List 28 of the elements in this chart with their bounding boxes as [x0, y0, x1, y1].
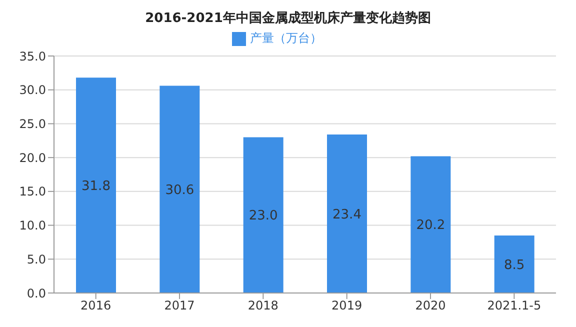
x-tick-label: 2016	[80, 298, 112, 313]
y-tick-label: 0.0	[26, 286, 46, 300]
bar	[76, 78, 116, 293]
data-label: 23.0	[248, 208, 278, 224]
data-label: 30.6	[165, 183, 194, 198]
y-tick-label: 20.0	[19, 150, 46, 165]
y-tick-label: 5.0	[26, 252, 46, 266]
legend-label: 产量（万台）	[250, 31, 322, 45]
data-label: 20.2	[416, 218, 446, 234]
x-tick-label: 2021.1-5	[487, 298, 542, 313]
bar	[243, 137, 284, 293]
data-label: 23.4	[332, 207, 362, 222]
x-tick-label: 2018	[248, 298, 278, 313]
y-tick-label: 25.0	[19, 116, 46, 131]
y-tick-label: 30.0	[19, 83, 46, 98]
x-tick-label: 2020	[415, 298, 446, 313]
x-tick-label: 2019	[332, 298, 362, 313]
bar	[494, 235, 534, 293]
y-tick-label: 35.0	[19, 49, 46, 64]
x-tick-label: 2017	[164, 298, 195, 313]
bar	[327, 134, 367, 293]
chart-title: 2016-2021年中国金属成型机床产量变化趋势图	[144, 10, 432, 28]
bar	[160, 86, 200, 293]
data-label: 8.5	[504, 258, 525, 273]
y-tick-label: 15.0	[19, 184, 46, 199]
bar	[410, 156, 451, 293]
data-label: 31.8	[82, 178, 110, 194]
y-tick-label: 10.0	[19, 218, 46, 233]
